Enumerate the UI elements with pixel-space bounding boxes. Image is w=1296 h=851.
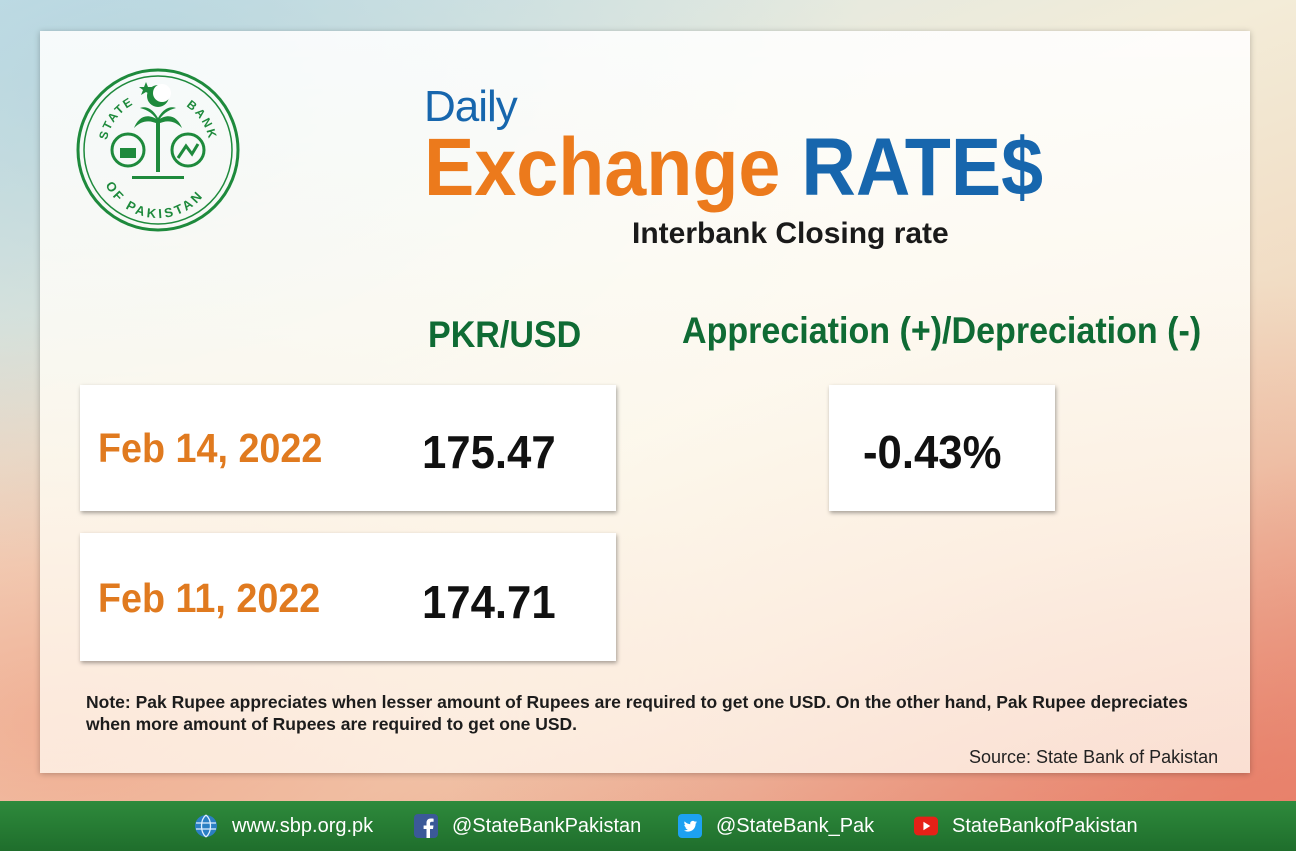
rate-date: Feb 11, 2022 (98, 575, 321, 621)
rate-row: Feb 11, 2022 174.71 (80, 533, 616, 661)
title-word-exchange: Exchange (424, 122, 781, 213)
change-box: -0.43% (829, 385, 1055, 511)
footer-youtube-text: StateBankofPakistan (952, 814, 1138, 837)
subtitle: Interbank Closing rate (632, 217, 949, 250)
svg-text:OF PAKISTAN: OF PAKISTAN (103, 179, 207, 222)
footer-website-link[interactable]: www.sbp.org.pk (194, 801, 373, 851)
page-title: Exchange RATE$ (424, 126, 1043, 210)
youtube-icon (914, 814, 938, 838)
footer-website-text: www.sbp.org.pk (232, 814, 374, 837)
title-daily: Daily (424, 82, 518, 131)
column-header-change: Appreciation (+)/Depreciation (-) (682, 310, 1202, 351)
rate-row: Feb 14, 2022 175.47 (80, 385, 616, 511)
title-word-rates: RATE$ (801, 122, 1044, 213)
footer-facebook-link[interactable]: @StateBankPakistan (414, 801, 641, 851)
footer-facebook-text: @StateBankPakistan (452, 814, 642, 837)
sbp-logo: STATE BANK OF PAKISTAN (76, 68, 240, 232)
facebook-icon (414, 814, 438, 838)
change-value: -0.43% (863, 426, 1002, 478)
footer-twitter-link[interactable]: @StateBank_Pak (678, 801, 874, 851)
logo-text-bottom: OF PAKISTAN (103, 179, 204, 222)
source-text: Source: State Bank of Pakistan (969, 747, 1219, 767)
rate-value: 175.47 (422, 426, 556, 478)
footer-twitter-text: @StateBank_Pak (716, 814, 875, 837)
globe-icon (194, 814, 218, 838)
note-text: Note: Pak Rupee appreciates when lesser … (86, 692, 1188, 734)
footer-bar: www.sbp.org.pk @StateBankPakistan @State… (0, 801, 1296, 851)
column-header-rate: PKR/USD (428, 314, 582, 355)
rate-date: Feb 14, 2022 (98, 425, 323, 471)
footer-youtube-link[interactable]: StateBankofPakistan (914, 801, 1138, 851)
twitter-icon (678, 814, 702, 838)
rate-value: 174.71 (422, 576, 556, 628)
